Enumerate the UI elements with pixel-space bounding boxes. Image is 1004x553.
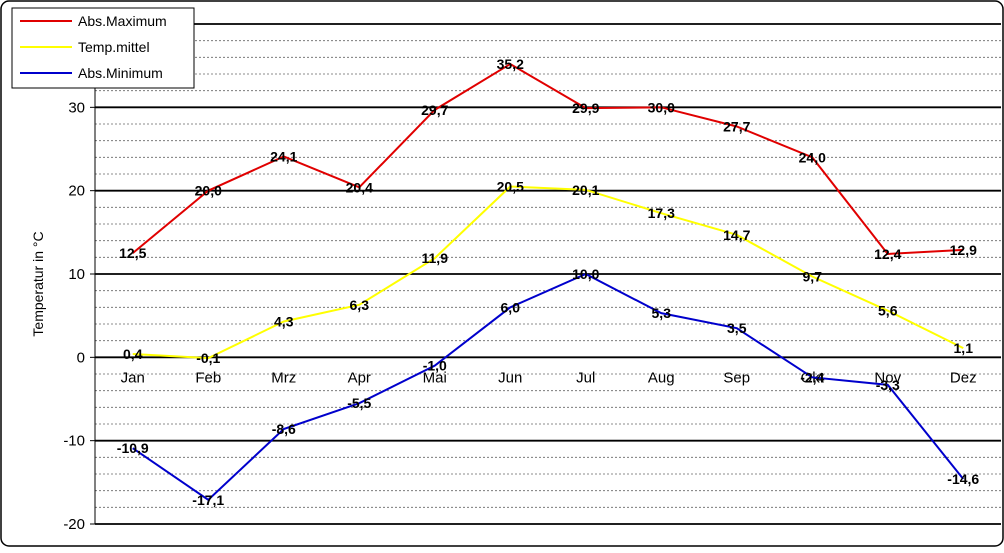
data-label-max: 35,2 bbox=[497, 56, 524, 72]
x-tick-label: Sep bbox=[723, 369, 750, 386]
series-line-mean bbox=[132, 185, 964, 360]
data-label-mean: 14,7 bbox=[723, 227, 750, 243]
data-label-mean: -0,1 bbox=[196, 350, 220, 366]
legend: Abs.Maximum Temp.mittel Abs.Minimum bbox=[11, 7, 195, 89]
data-label-mean: 0,4 bbox=[123, 346, 143, 362]
data-label-min: -14,6 bbox=[947, 471, 979, 487]
legend-label-max: Abs.Maximum bbox=[78, 13, 167, 29]
data-label-mean: 20,5 bbox=[497, 179, 524, 195]
y-tick-label: 20 bbox=[68, 183, 85, 200]
data-label-mean: 4,3 bbox=[274, 314, 294, 330]
x-tick-label: Apr bbox=[348, 369, 371, 386]
grid bbox=[95, 23, 1001, 525]
data-label-min: -10,9 bbox=[117, 440, 149, 456]
data-label-mean: 9,7 bbox=[803, 269, 823, 285]
data-label-max: 24,1 bbox=[270, 149, 297, 165]
data-label-min: -17,1 bbox=[192, 492, 224, 508]
x-tick-label: Jun bbox=[498, 369, 522, 386]
y-tick-label: -10 bbox=[63, 433, 85, 450]
x-tick-label: Dez bbox=[950, 369, 977, 386]
y-axis-label: Temperatur in °C bbox=[30, 231, 46, 336]
data-label-min: 10,0 bbox=[572, 266, 599, 282]
data-label-min: -3,3 bbox=[876, 377, 900, 393]
data-label-mean: 17,3 bbox=[648, 205, 675, 221]
data-label-min: -5,5 bbox=[347, 395, 371, 411]
y-tick-label: -20 bbox=[63, 516, 85, 533]
y-tick-label: 30 bbox=[68, 99, 85, 116]
data-label-max: 24,0 bbox=[799, 149, 826, 165]
legend-label-min: Abs.Minimum bbox=[78, 65, 163, 81]
data-label-max: 30,0 bbox=[648, 99, 675, 115]
data-label-mean: 6,3 bbox=[350, 297, 370, 313]
x-tick-label: Aug bbox=[648, 369, 675, 386]
data-label-min: 3,5 bbox=[727, 320, 747, 336]
data-label-mean: 1,1 bbox=[954, 340, 974, 356]
data-label-max: 27,7 bbox=[723, 119, 750, 135]
data-label-max: 20,0 bbox=[195, 183, 222, 199]
series-line-min bbox=[132, 272, 965, 502]
data-label-max: 20,4 bbox=[346, 179, 373, 195]
x-tick-label: Jul bbox=[576, 369, 595, 386]
data-label-min: -8,6 bbox=[272, 421, 296, 437]
data-label-max: 12,4 bbox=[874, 246, 901, 262]
y-tick-label: 10 bbox=[68, 266, 85, 283]
data-label-min: -2,4 bbox=[800, 369, 824, 385]
data-label-mean: 5,6 bbox=[878, 303, 898, 319]
data-label-min: -1,0 bbox=[423, 358, 447, 374]
series-line-max bbox=[132, 62, 964, 256]
data-label-min: 6,0 bbox=[501, 299, 521, 315]
legend-label-mean: Temp.mittel bbox=[78, 39, 150, 55]
x-tick-label: Feb bbox=[195, 369, 221, 386]
x-tick-label: Mrz bbox=[271, 369, 296, 386]
data-label-max: 29,7 bbox=[421, 102, 448, 118]
x-tick-label: Mai bbox=[423, 369, 447, 386]
data-label-mean: 11,9 bbox=[422, 250, 449, 266]
axes: -20 -10 0 10 20 30 Jan Feb Mrz Apr Mai Jun Jul Aug Sep… bbox=[63, 24, 977, 533]
series bbox=[132, 62, 965, 502]
y-tick-label: 0 bbox=[77, 349, 85, 366]
x-tick-label: Jan bbox=[121, 369, 145, 386]
data-label-mean: 20,1 bbox=[572, 182, 599, 198]
x-tick-label: Nov bbox=[874, 369, 901, 386]
data-label-max: 29,9 bbox=[572, 100, 599, 116]
data-label-max: 12,9 bbox=[950, 242, 977, 258]
data-label-min: 5,3 bbox=[652, 305, 672, 321]
data-labels: 12,5 20,0 24,1 20,4 29,7 35,2 29,9 30,0 27,7 24,0… bbox=[117, 56, 980, 508]
data-label-max: 12,5 bbox=[119, 245, 146, 261]
